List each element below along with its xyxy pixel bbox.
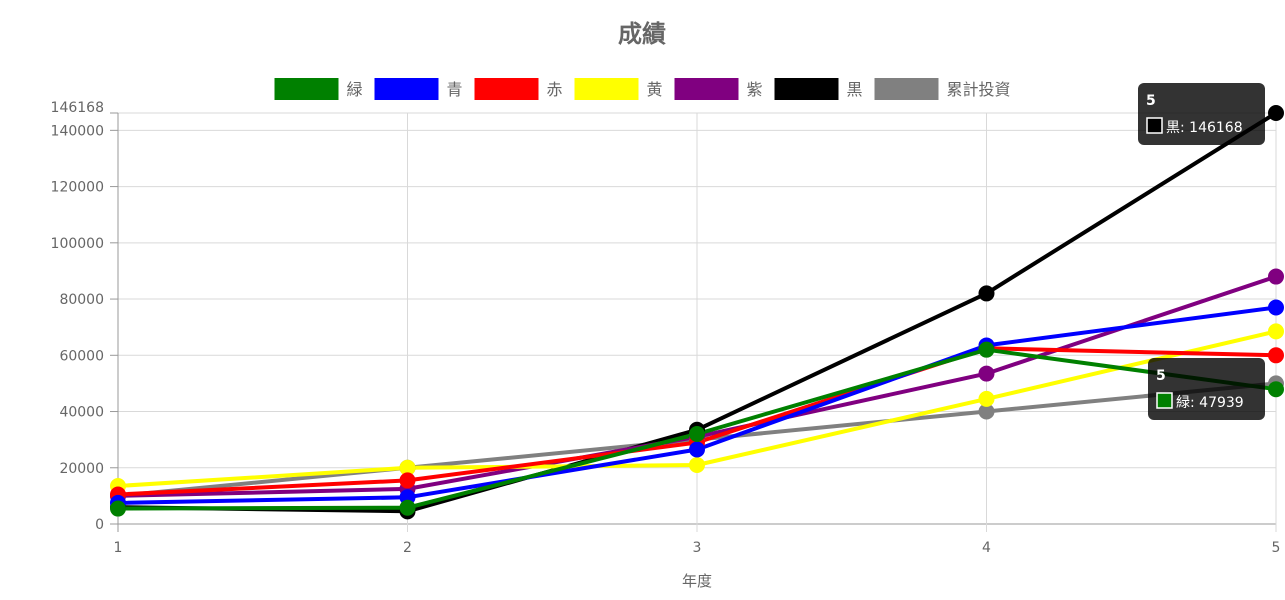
y-tick-label: 120000 <box>51 180 104 196</box>
tooltip-swatch <box>1146 117 1163 134</box>
chart-title: 成績 <box>618 20 666 48</box>
legend-swatch <box>374 78 439 100</box>
tooltip-label: 黒: 146168 <box>1166 120 1243 136</box>
data-point <box>1268 323 1284 340</box>
x-tick-label: 4 <box>982 540 991 556</box>
y-tick-label: 80000 <box>59 292 104 308</box>
x-tick-label: 2 <box>403 540 412 556</box>
legend-label: 緑 <box>347 80 363 99</box>
legend: 緑 青 赤 黄 紫 黒 累計投資 <box>274 78 1011 100</box>
tooltip-label: 緑: 47939 <box>1176 395 1244 411</box>
tooltip-swatch <box>1156 392 1173 409</box>
y-tick-label: 140000 <box>51 123 104 139</box>
legend-label: 黒 <box>847 80 863 99</box>
legend-swatch <box>474 78 539 100</box>
legend-swatch <box>874 78 939 100</box>
data-point <box>1268 268 1284 285</box>
legend-item: 黄 <box>574 78 663 100</box>
legend-swatch <box>574 78 639 100</box>
y-tick-label: 0 <box>95 517 104 533</box>
legend-item: 黒 <box>774 78 863 100</box>
x-tick-label: 1 <box>114 540 123 556</box>
data-point <box>1268 105 1284 121</box>
legend-label: 赤 <box>547 80 563 99</box>
tooltip-title: 5 <box>1156 368 1166 384</box>
legend-label: 黄 <box>647 80 663 99</box>
grid <box>117 112 1277 532</box>
legend-item: 緑 <box>274 78 363 100</box>
data-point <box>978 390 995 407</box>
legend-item: 青 <box>374 78 463 100</box>
y-tick-label: 146168 <box>51 100 104 116</box>
legend-item: 紫 <box>674 78 763 100</box>
data-point <box>978 341 995 358</box>
legend-swatch <box>774 78 839 100</box>
series-points <box>110 105 1284 520</box>
tooltip: 5 黒: 146168 <box>1138 83 1265 145</box>
data-point <box>689 426 705 443</box>
data-point <box>1268 347 1284 364</box>
data-point <box>1268 299 1284 316</box>
tooltip-box <box>1148 358 1265 420</box>
legend-label: 青 <box>447 80 463 99</box>
data-point <box>978 285 995 302</box>
data-point <box>399 472 416 489</box>
y-tick-label: 100000 <box>51 236 104 252</box>
legend-swatch <box>274 78 339 100</box>
tooltip-title: 5 <box>1146 93 1156 109</box>
y-tick-label: 20000 <box>59 461 104 477</box>
y-axis: 0 20000 40000 60000 80000 100000 120000 140000 1… <box>51 100 118 533</box>
tooltip: 5 緑: 47939 <box>1148 358 1265 420</box>
y-tick-label: 40000 <box>59 405 104 421</box>
legend-item: 赤 <box>474 78 563 100</box>
data-point <box>689 456 705 473</box>
x-tick-label: 5 <box>1272 540 1281 556</box>
tooltip-box <box>1138 83 1265 145</box>
y-tick-label: 60000 <box>59 348 104 364</box>
tooltips: 5 黒: 146168 5 緑: 47939 <box>1138 83 1265 420</box>
data-point <box>399 499 416 516</box>
data-point <box>110 500 126 517</box>
legend-label: 紫 <box>747 80 763 99</box>
legend-swatch <box>674 78 739 100</box>
data-point <box>978 365 995 382</box>
legend-item: 累計投資 <box>874 78 1011 100</box>
x-axis: 1 2 3 4 5 <box>114 540 1281 556</box>
x-tick-label: 3 <box>693 540 702 556</box>
data-point <box>1268 381 1284 398</box>
x-axis-label: 年度 <box>682 572 712 590</box>
legend-label: 累計投資 <box>947 80 1011 99</box>
data-point <box>689 441 705 458</box>
